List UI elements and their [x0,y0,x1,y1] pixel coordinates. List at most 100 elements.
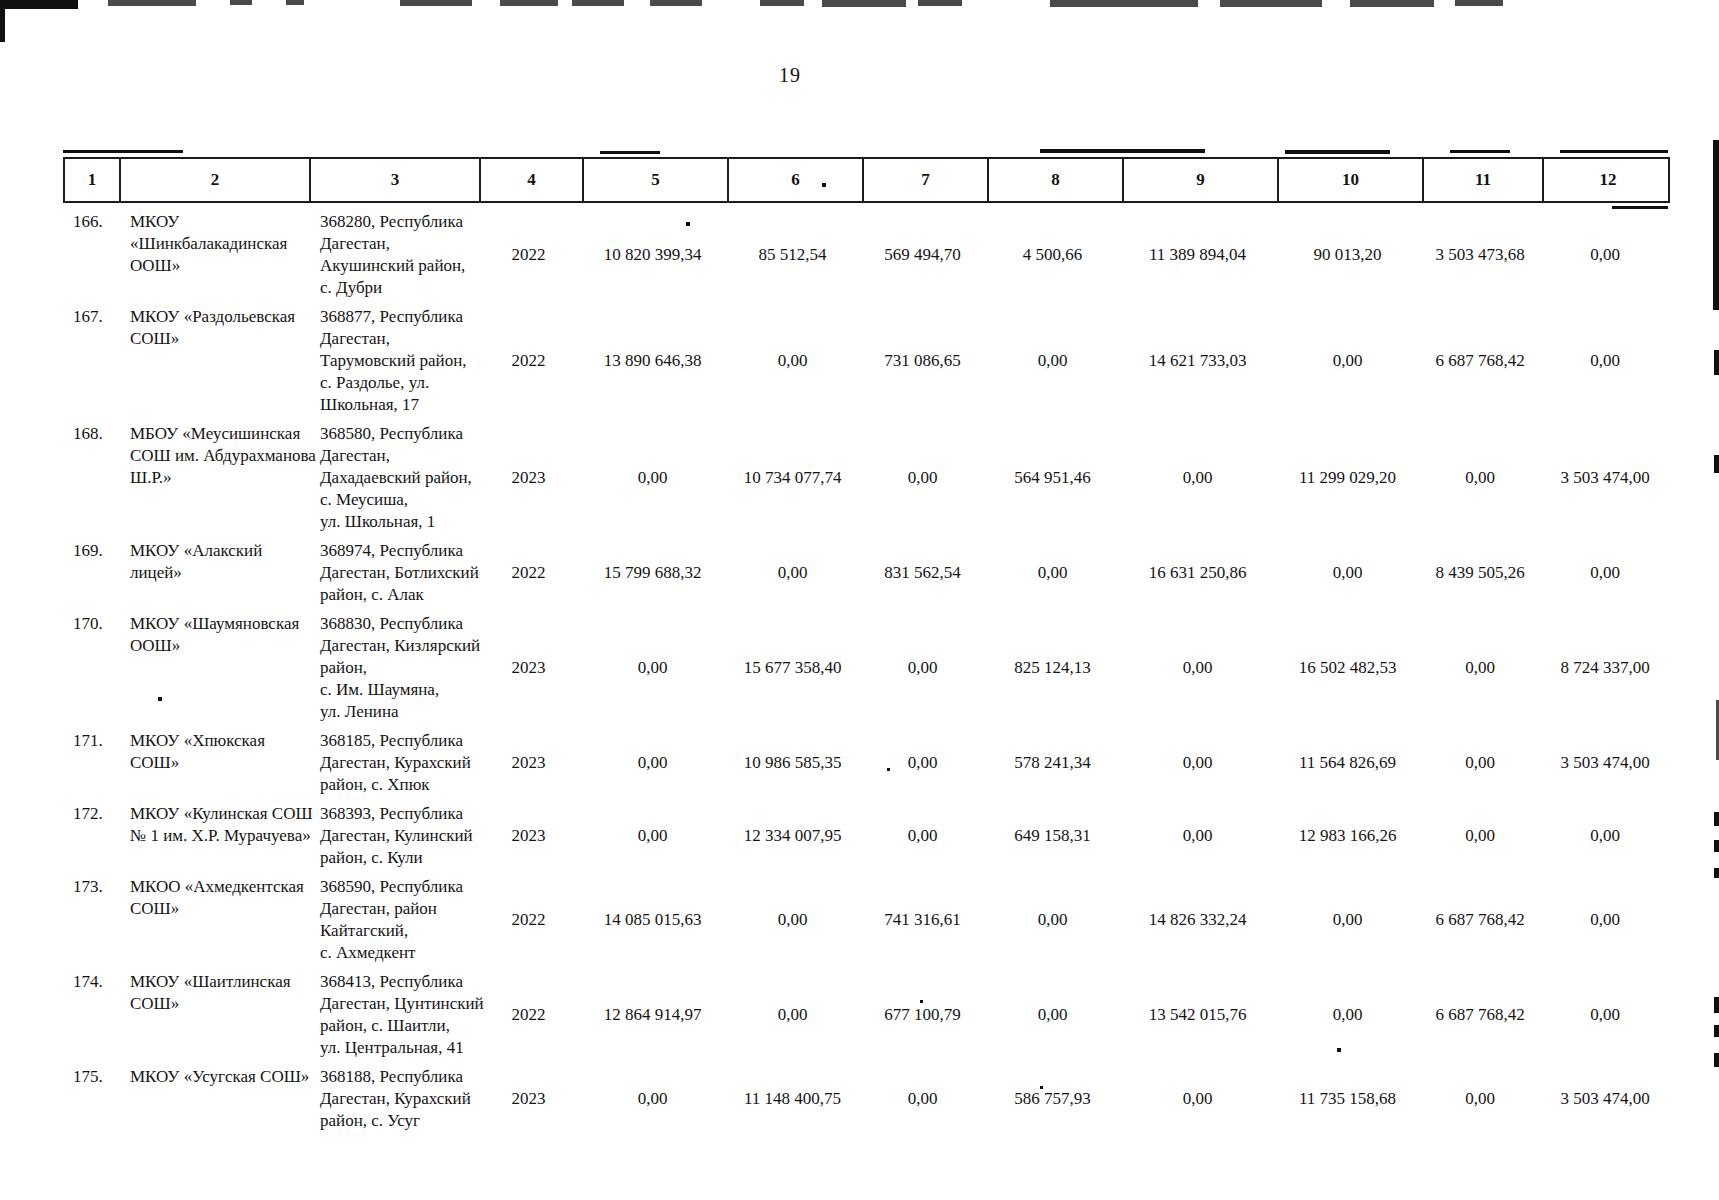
value-cell: 578 241,34 [985,752,1120,774]
value-cell: 0,00 [580,825,725,847]
table-row: 173. МКОО «Ахмедкентская СОШ» 368590, Ре… [63,876,1670,964]
value-cell: 14 621 733,03 [1120,350,1275,372]
value-cell: 8 724 337,00 [1540,657,1670,679]
scan-artifact [1050,0,1198,7]
value-cell: 731 086,65 [860,350,985,372]
scan-artifact [1714,840,1719,852]
row-number-cell: 168. [63,423,117,445]
value-cell: 15 677 358,40 [725,657,860,679]
scan-artifact [230,0,252,5]
column-header-6: 6 [727,159,862,201]
value-cell: 0,00 [860,467,985,489]
value-cell: 0,00 [1540,909,1670,931]
address-cell: 368185, Республика Дагестан, Курахский р… [307,730,477,796]
school-name-cell: МКОУ «Усугская СОШ» [117,1066,307,1088]
table-body: 166. МКОУ «Шинкбалакадинская ООШ» 368280… [63,211,1670,1132]
value-cell: 12 864 914,97 [580,1004,725,1026]
value-cell: 85 512,54 [725,244,860,266]
scan-artifact [1455,0,1503,6]
scan-artifact [63,150,183,153]
table-row: 170. МКОУ «Шаумяновская ООШ» 368830, Рес… [63,613,1670,723]
address-cell: 368280, Республика Дагестан, Акушинский … [307,211,477,299]
school-name-cell: МКОУ «Шаитлинская СОШ» [117,971,307,1015]
column-header-7: 7 [862,159,987,201]
scan-artifact [1714,997,1719,1013]
value-cell: 13 890 646,38 [580,350,725,372]
scan-artifact [1714,812,1719,826]
value-cell: 0,00 [580,657,725,679]
column-header-1: 1 [65,159,119,201]
value-cell: 0,00 [580,752,725,774]
year-cell: 2022 [477,244,580,266]
value-cell: 14 826 332,24 [1120,909,1275,931]
year-cell: 2022 [477,909,580,931]
address-cell: 368580, Республика Дагестан, Дахадаевски… [307,423,477,533]
table-row: 174. МКОУ «Шаитлинская СОШ» 368413, Респ… [63,971,1670,1059]
scan-artifact [1714,868,1719,878]
row-number-cell: 167. [63,306,117,328]
address-cell: 368830, Республика Дагестан, Кизлярский … [307,613,477,723]
value-cell: 0,00 [580,467,725,489]
scan-artifact [500,0,558,6]
value-cell: 0,00 [1540,244,1670,266]
value-cell: 6 687 768,42 [1420,350,1540,372]
value-cell: 0,00 [860,657,985,679]
column-header-12: 12 [1542,159,1672,201]
year-cell: 2023 [477,1088,580,1110]
scan-artifact [1450,150,1510,153]
value-cell: 10 820 399,34 [580,244,725,266]
scan-artifact [760,0,804,6]
school-name-cell: МКОО «Ахмедкентская СОШ» [117,876,307,920]
value-cell: 0,00 [1540,350,1670,372]
row-number-cell: 172. [63,803,117,825]
scan-artifact [108,0,196,6]
value-cell: 0,00 [725,1004,860,1026]
value-cell: 0,00 [725,350,860,372]
year-cell: 2023 [477,657,580,679]
table-row: 175. МКОУ «Усугская СОШ» 368188, Республ… [63,1066,1670,1132]
value-cell: 0,00 [1275,909,1420,931]
table-row: 171. МКОУ «Хпюкская СОШ» 368185, Республ… [63,730,1670,796]
value-cell: 569 494,70 [860,244,985,266]
year-cell: 2022 [477,562,580,584]
page-number: 19 [700,64,880,87]
address-cell: 368188, Республика Дагестан, Курахский р… [307,1066,477,1132]
year-cell: 2023 [477,825,580,847]
value-cell: 3 503 474,00 [1540,467,1670,489]
school-name-cell: МКОУ «Шинкбалакадинская ООШ» [117,211,307,277]
value-cell: 0,00 [1420,825,1540,847]
row-number-cell: 170. [63,613,117,635]
value-cell: 0,00 [860,752,985,774]
value-cell: 12 983 166,26 [1275,825,1420,847]
value-cell: 0,00 [1120,752,1275,774]
value-cell: 3 503 474,00 [1540,1088,1670,1110]
scan-artifact [286,0,304,5]
address-cell: 368393, Республика Дагестан, Кулинский р… [307,803,477,869]
value-cell: 0,00 [1420,467,1540,489]
address-cell: 368590, Республика Дагестан, район Кайта… [307,876,477,964]
table-row: 169. МКОУ «Алакский лицей» 368974, Респу… [63,540,1670,606]
school-name-cell: МКОУ «Шаумяновская ООШ» [117,613,307,657]
year-cell: 2022 [477,1004,580,1026]
value-cell: 0,00 [1120,825,1275,847]
value-cell: 10 734 077,74 [725,467,860,489]
scan-artifact [1220,0,1322,7]
row-number-cell: 174. [63,971,117,993]
table-row: 167. МКОУ «Раздольевская СОШ» 368877, Ре… [63,306,1670,416]
value-cell: 0,00 [985,350,1120,372]
scan-artifact [918,0,962,6]
value-cell: 831 562,54 [860,562,985,584]
column-header-2: 2 [119,159,309,201]
scan-artifact [1714,455,1719,473]
address-cell: 368974, Республика Дагестан, Ботлихский … [307,540,477,606]
scan-artifact [1040,149,1205,153]
school-name-cell: МКОУ «Хпюкская СОШ» [117,730,307,774]
value-cell: 825 124,13 [985,657,1120,679]
value-cell: 0,00 [1120,467,1275,489]
value-cell: 11 564 826,69 [1275,752,1420,774]
value-cell: 90 013,20 [1275,244,1420,266]
address-cell: 368877, Республика Дагестан, Тарумовский… [307,306,477,416]
value-cell: 0,00 [860,1088,985,1110]
value-cell: 0,00 [1420,1088,1540,1110]
column-header-3: 3 [309,159,479,201]
